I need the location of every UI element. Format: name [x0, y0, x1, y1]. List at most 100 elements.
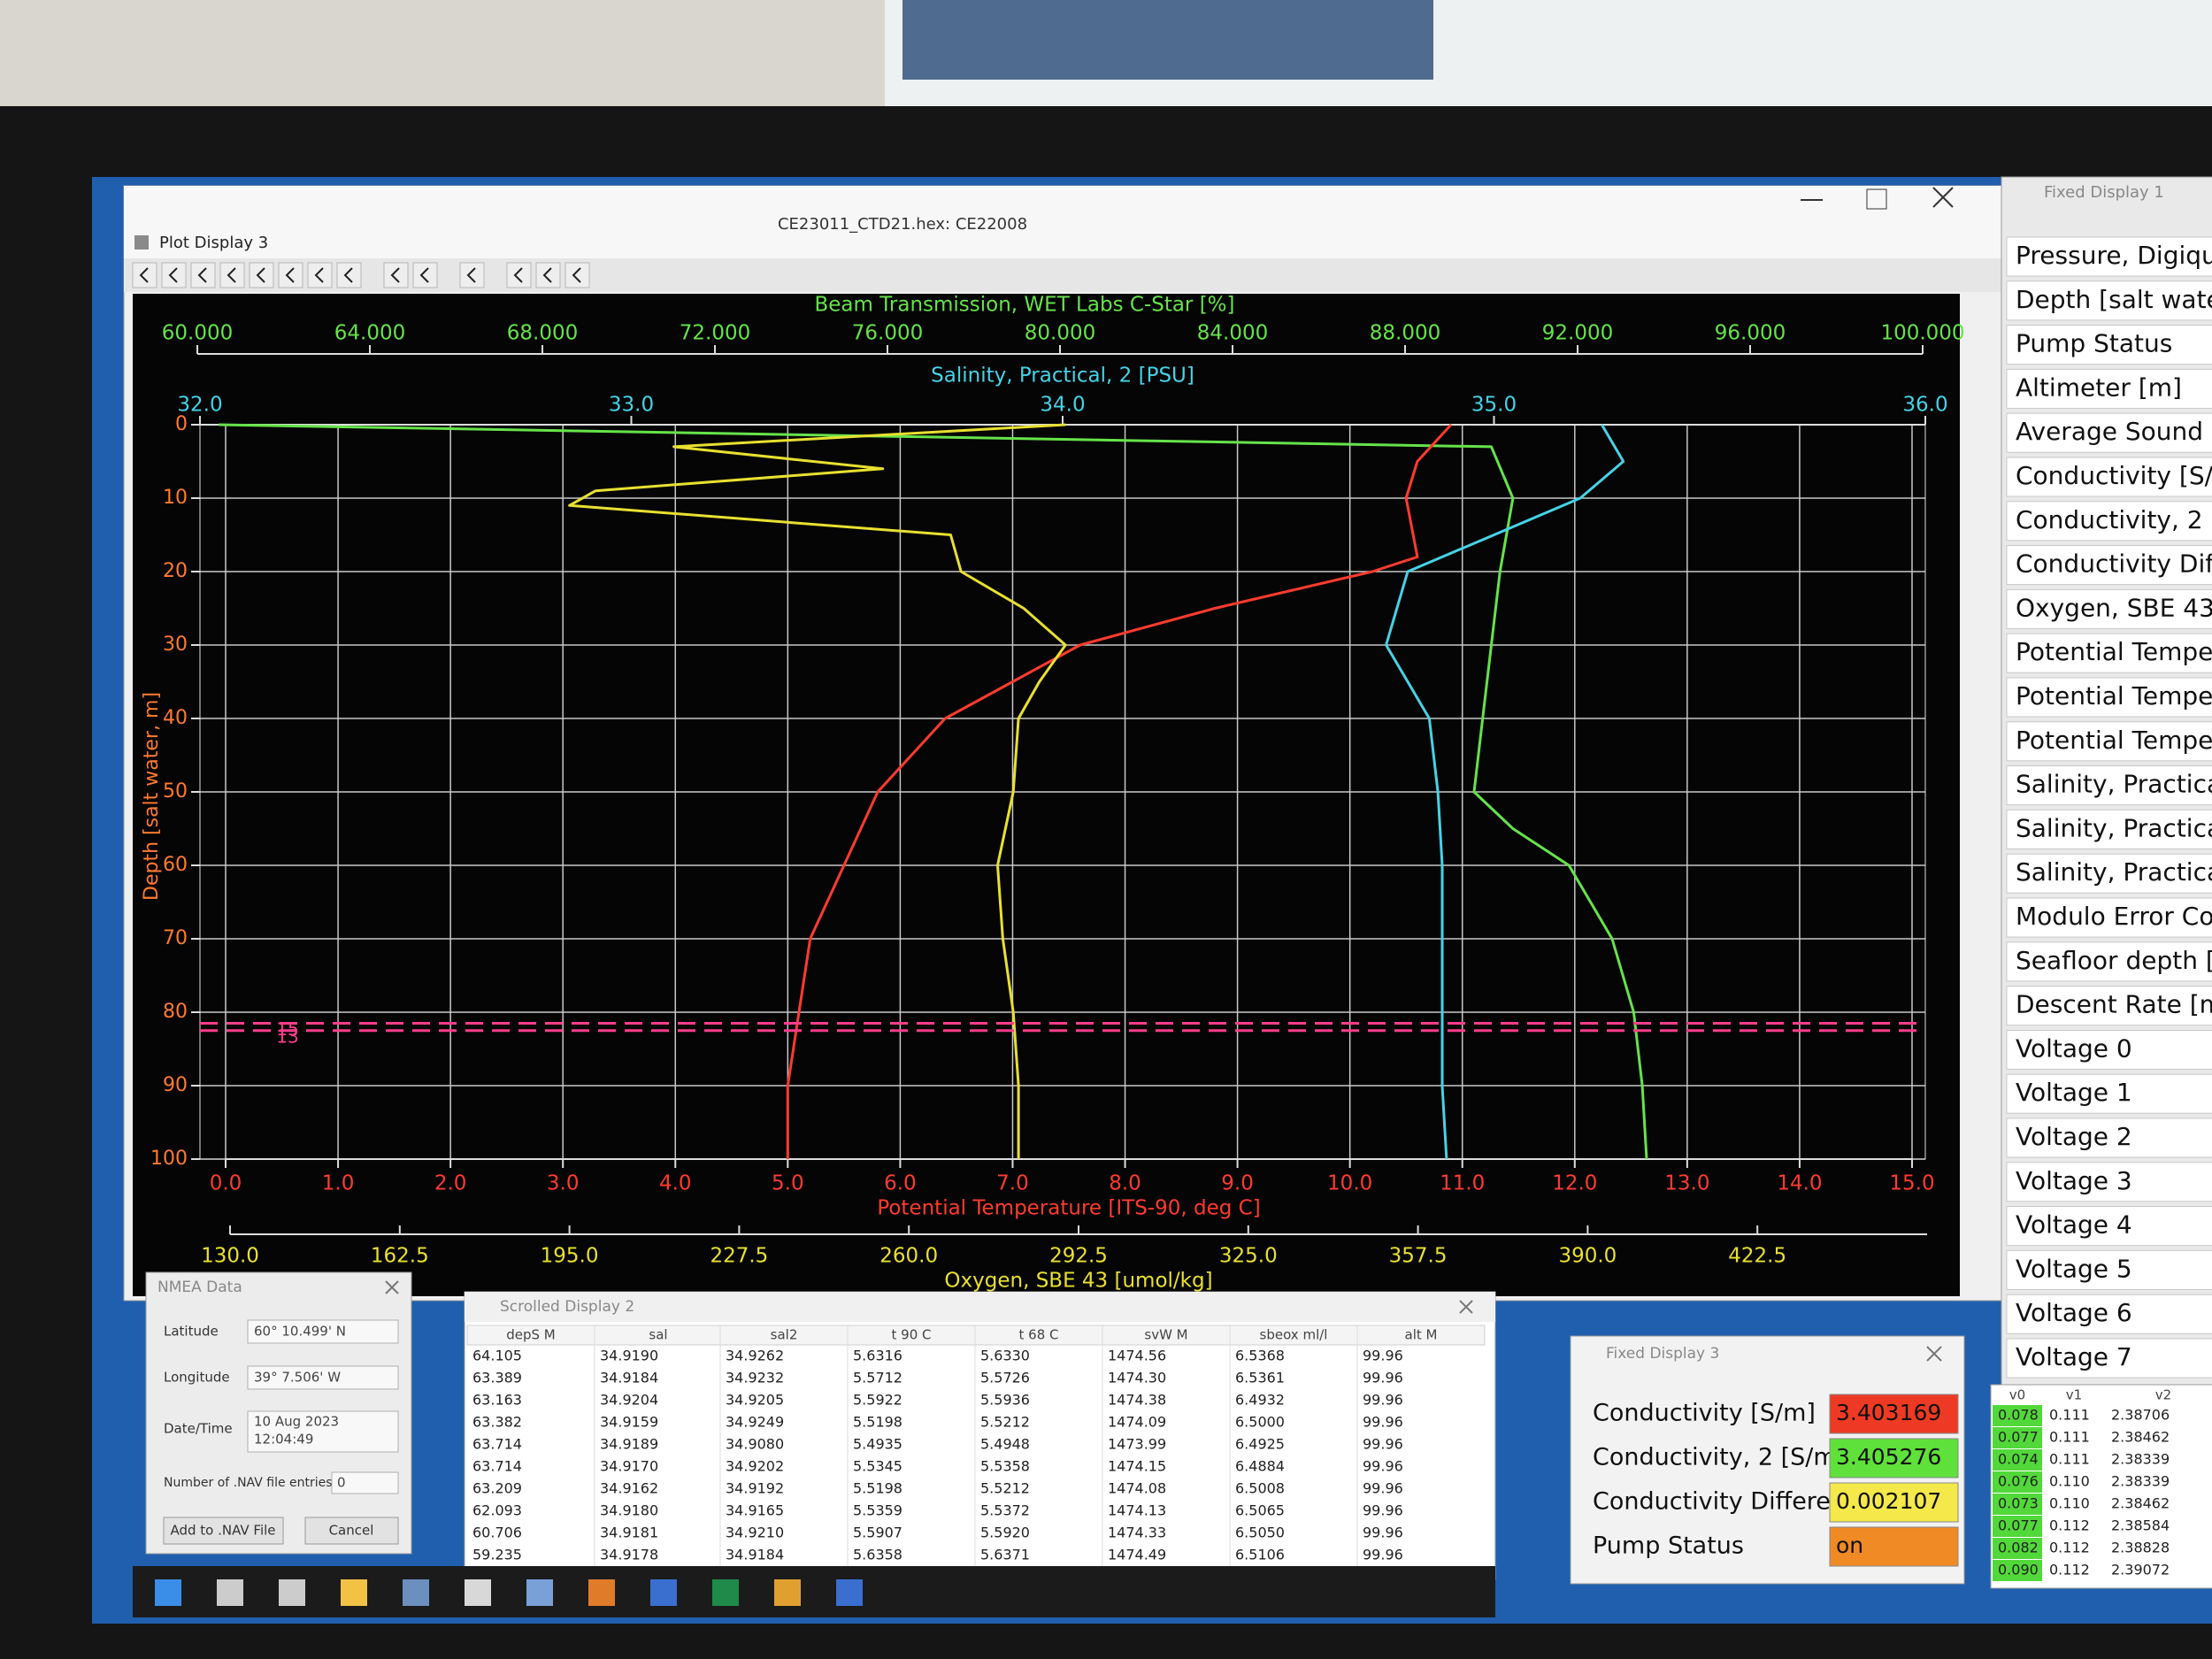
- fixed-item: [2006, 412, 2212, 453]
- table-header: sal: [649, 1327, 667, 1343]
- voltage-cell-bg: [1993, 1405, 2042, 1426]
- x-tick-label: 260.0: [879, 1245, 938, 1268]
- toolbar-button[interactable]: [132, 262, 157, 288]
- y-tick-label: 80: [163, 1001, 188, 1023]
- voltage-cell: 2.38339: [2111, 1451, 2170, 1468]
- voltage-cell: 2.39072: [2111, 1562, 2170, 1578]
- fixed-item-label: Average Sound: [2016, 417, 2203, 446]
- taskbar-icon[interactable]: [712, 1579, 739, 1606]
- fixed3-value: 3.403169: [1836, 1400, 1941, 1425]
- toolbar-button[interactable]: [383, 262, 409, 288]
- x-tick-label: 34.0: [1040, 394, 1085, 417]
- table-cell: 34.9184: [726, 1547, 784, 1563]
- toolbar-button[interactable]: [219, 262, 245, 288]
- fixed-item-label: Conductivity [S/r: [2016, 461, 2212, 490]
- toolbar-glyph: [513, 267, 523, 283]
- toolbar-glyph: [419, 267, 429, 283]
- fixed-item-label: Salinity, Practical: [2016, 813, 2212, 842]
- voltage-cell: 0.077: [1998, 1429, 2039, 1446]
- fixed3-close[interactable]: [1926, 1346, 1942, 1362]
- fixed-item-label: Voltage 5: [2016, 1254, 2132, 1283]
- scrolled-close[interactable]: [1459, 1300, 1473, 1314]
- taskbar-icon[interactable]: [588, 1579, 615, 1606]
- fixed-item-label: Voltage 4: [2016, 1210, 2132, 1240]
- taskbar-icon[interactable]: [650, 1579, 677, 1606]
- toolbar-glyph: [542, 267, 552, 283]
- add-button[interactable]: [163, 1517, 284, 1545]
- toolbar-button[interactable]: [278, 262, 303, 288]
- taskbar-icon[interactable]: [341, 1579, 367, 1606]
- table-cell: 5.6330: [980, 1348, 1030, 1364]
- toolbar-button[interactable]: [412, 262, 438, 288]
- maximize-button[interactable]: [1866, 188, 1887, 210]
- table-cell: 99.96: [1363, 1348, 1403, 1364]
- fixed-item-label: Voltage 6: [2016, 1298, 2132, 1327]
- voltage-cell-bg: [1993, 1471, 2042, 1493]
- table-cell: 1474.13: [1108, 1502, 1166, 1519]
- toolbar-glyph: [314, 267, 324, 283]
- taskbar-icon[interactable]: [774, 1579, 801, 1606]
- curtain: [902, 0, 1433, 80]
- nmea-label: Latitude: [164, 1324, 219, 1340]
- toolbar-button[interactable]: [565, 262, 590, 288]
- toolbar-glyph: [343, 267, 353, 283]
- voltage-header: v1: [2066, 1387, 2082, 1403]
- scrolled-title-bar: [465, 1292, 1495, 1322]
- table-cell: 6.5000: [1235, 1414, 1285, 1431]
- toolbar-button[interactable]: [190, 262, 216, 288]
- fixed3-value-box: [1829, 1526, 1959, 1567]
- table-cell: 34.9262: [726, 1348, 784, 1364]
- table-cell: 5.4935: [853, 1436, 902, 1453]
- table-cell: 34.9202: [726, 1458, 784, 1475]
- toolbar-button[interactable]: [161, 262, 187, 288]
- toolbar-button[interactable]: [307, 262, 333, 288]
- profile-line: [568, 423, 1067, 1159]
- taskbar-icon[interactable]: [836, 1579, 863, 1606]
- voltage-cell: 0.111: [2049, 1451, 2090, 1468]
- voltage-cell: 0.110: [2049, 1495, 2090, 1512]
- fixed-item: [2006, 545, 2212, 586]
- nmea-close[interactable]: [385, 1280, 399, 1294]
- taskbar-icon[interactable]: [217, 1579, 243, 1606]
- x-tick-label: 227.5: [710, 1245, 768, 1268]
- x-tick-label: 15.0: [1889, 1172, 1934, 1195]
- fixed-item: [2006, 986, 2212, 1026]
- voltage-cell-bg: [1993, 1560, 2042, 1581]
- table-cell: 5.5922: [853, 1392, 902, 1409]
- close-button[interactable]: [1932, 187, 1954, 208]
- toolbar-button[interactable]: [336, 262, 362, 288]
- toolbar-button[interactable]: [506, 262, 532, 288]
- table-cell: 34.9249: [726, 1414, 784, 1431]
- table-cell: 99.96: [1363, 1436, 1403, 1453]
- table-cell: 99.96: [1363, 1525, 1403, 1541]
- toolbar-button[interactable]: [459, 262, 485, 288]
- x-tick-label: 76.000: [852, 322, 923, 345]
- x-tick-label: 4.0: [659, 1172, 692, 1195]
- toolbar-button[interactable]: [535, 262, 561, 288]
- fixed-item: [2006, 1338, 2212, 1379]
- taskbar-icon[interactable]: [403, 1579, 429, 1606]
- profile-line: [1385, 424, 1625, 1160]
- fixed3-label: Pump Status: [1593, 1532, 1744, 1560]
- taskbar-icon[interactable]: [526, 1579, 553, 1606]
- toolbar-button[interactable]: [249, 262, 274, 288]
- taskbar-icon[interactable]: [465, 1579, 491, 1606]
- voltage-cell: 0.074: [1998, 1451, 2039, 1468]
- y-tick-label: 10: [163, 487, 188, 509]
- table-cell: 34.9189: [600, 1436, 658, 1453]
- table-cell: 59.235: [472, 1547, 522, 1563]
- cancel-button[interactable]: [304, 1517, 399, 1545]
- toolbar-glyph: [466, 267, 476, 283]
- fixed3-value-box: [1829, 1482, 1959, 1523]
- x-tick-label: 5.0: [772, 1172, 804, 1195]
- table-cell: 63.382: [472, 1414, 522, 1431]
- table-cell: 6.5361: [1235, 1370, 1285, 1386]
- x-tick-label: 6.0: [884, 1172, 917, 1195]
- fixed-item: [2006, 941, 2212, 982]
- taskbar-icon[interactable]: [155, 1579, 181, 1606]
- table-cell: 34.9190: [600, 1348, 658, 1364]
- voltage-header: v0: [2009, 1387, 2025, 1403]
- table-cell: 5.5936: [980, 1392, 1030, 1409]
- x-tick-label: 13.0: [1664, 1172, 1709, 1195]
- taskbar-icon[interactable]: [279, 1579, 305, 1606]
